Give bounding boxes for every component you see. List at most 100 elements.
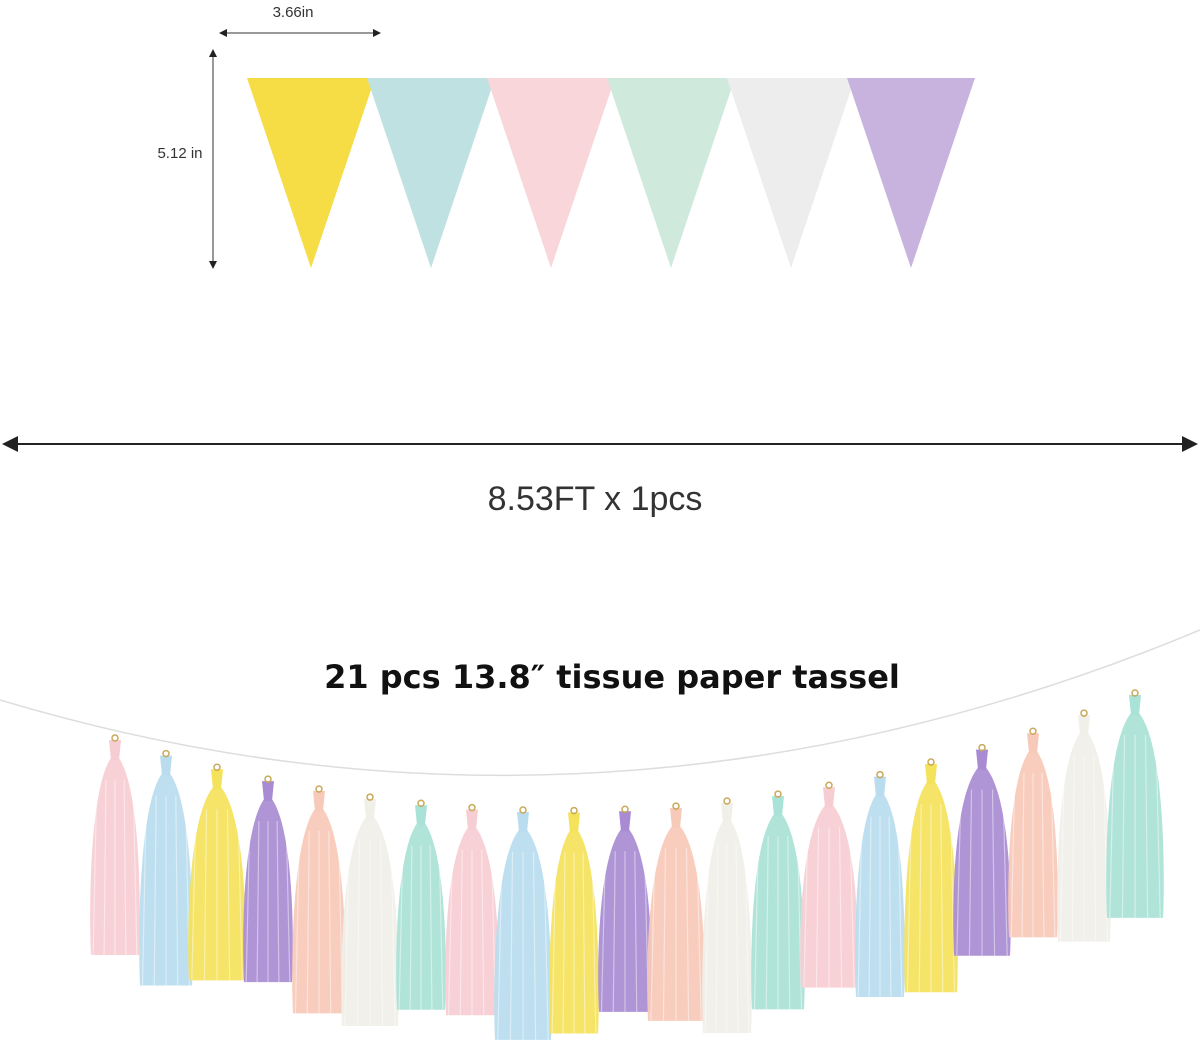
tassel-knot	[670, 808, 682, 829]
tassel-fringe	[838, 827, 843, 988]
tassel-fringe	[956, 789, 962, 956]
tassel	[396, 799, 446, 1010]
tassel-fringe	[379, 839, 384, 1027]
tassel-fringe	[787, 836, 791, 1010]
tassel-body	[702, 821, 752, 1033]
tassel	[1106, 689, 1164, 918]
tassel-ring	[978, 743, 986, 752]
tassel-fringe	[696, 848, 702, 1021]
tassel-fringe	[92, 779, 98, 956]
tassel-ring	[264, 775, 272, 783]
tassel-fringe	[481, 849, 485, 1016]
tassel-fringe	[123, 779, 127, 956]
tassel	[1008, 727, 1058, 938]
tassel-fringe	[650, 848, 656, 1021]
tassel-ring	[111, 734, 119, 742]
tassel-knot	[466, 809, 478, 830]
tassel-ring	[1131, 689, 1139, 697]
tassel-fringe	[735, 842, 739, 1034]
tassel-fringe	[532, 851, 537, 1040]
tassel-fringe	[940, 803, 944, 993]
tassel-ring	[315, 785, 323, 793]
tassel-fringe	[245, 821, 251, 983]
tassel-knot	[1129, 695, 1141, 715]
tassel-fringe	[918, 803, 922, 993]
tassel-fringe	[398, 845, 404, 1010]
tassel-knot	[517, 812, 529, 832]
tassel	[292, 785, 346, 1014]
tassel-fringe	[132, 779, 138, 956]
tassel-fringe	[191, 809, 197, 981]
tassel-ring	[825, 781, 833, 789]
tassel-fringe	[551, 852, 557, 1034]
tassel-body	[1057, 733, 1111, 942]
flag-height-label: 5.12 in	[157, 145, 202, 162]
tassel-knot	[619, 811, 631, 832]
tassel	[647, 802, 705, 1021]
tassel	[90, 734, 140, 956]
tassel-fringe	[1121, 734, 1126, 918]
tassel-fringe	[438, 845, 444, 1010]
tassel-ring	[927, 758, 935, 766]
tassel-knot	[415, 805, 427, 826]
tassel-fringe	[849, 827, 855, 988]
pennant	[367, 78, 495, 268]
tassel-knot	[874, 776, 886, 797]
tassel-body	[188, 787, 246, 981]
tassel-fringe	[294, 830, 300, 1014]
tassel-fringe	[591, 852, 597, 1034]
pennant	[847, 78, 975, 268]
tassel-body	[1008, 751, 1058, 938]
tassel-body	[341, 817, 399, 1027]
tassel-fringe	[276, 821, 280, 983]
tassel-fringe	[888, 816, 892, 997]
tassel-fringe	[237, 809, 243, 981]
tassel-knot	[721, 803, 733, 823]
tassel-fringe	[868, 816, 872, 997]
tassel	[549, 806, 599, 1034]
tassel-fringe	[1059, 755, 1065, 942]
tassel-fringe	[1050, 773, 1056, 938]
tassel-fringe	[175, 795, 179, 986]
tassel-fringe	[704, 842, 710, 1034]
tassel-knot	[313, 791, 325, 811]
tassel-fringe	[1093, 755, 1097, 942]
tassel-fringe	[582, 852, 586, 1034]
tassel-ring	[1080, 709, 1088, 717]
tassel-ring	[162, 749, 170, 758]
tassel-fringe	[409, 845, 413, 1010]
tassel-knot	[1027, 733, 1039, 754]
tassel-knot	[160, 755, 172, 776]
tassel-fringe	[815, 827, 820, 988]
tassel-fringe	[390, 839, 396, 1027]
tassel-body	[953, 767, 1011, 956]
tassel-body	[904, 782, 958, 993]
tassel-fringe	[803, 827, 809, 988]
tassel-knot	[262, 781, 274, 802]
tassel-ring	[774, 790, 782, 798]
tassel-fringe	[1041, 773, 1045, 938]
tassel-ring	[723, 797, 731, 805]
tassel-body	[445, 827, 499, 1016]
pennant	[727, 78, 855, 268]
tassel-fringe	[562, 852, 566, 1034]
flag-width-label: 3.66in	[273, 4, 314, 21]
tassel-fringe	[765, 836, 769, 1010]
tassel-fringe	[715, 842, 719, 1034]
length-label: 8.53FT x 1pcs	[488, 480, 703, 518]
tassel-fringe	[306, 830, 310, 1014]
tassel	[139, 749, 193, 986]
tassel-fringe	[429, 845, 433, 1010]
tassel-ring	[621, 805, 629, 813]
tassel-ring	[519, 806, 527, 814]
tassel-body	[139, 773, 193, 986]
tassel-knot	[211, 769, 223, 790]
tassel-body	[90, 758, 140, 955]
tassel-body	[292, 809, 346, 1014]
tassel-body	[243, 799, 293, 983]
tassel-fringe	[685, 848, 690, 1021]
tassel-fringe	[1144, 734, 1149, 918]
tassel	[1057, 709, 1111, 942]
